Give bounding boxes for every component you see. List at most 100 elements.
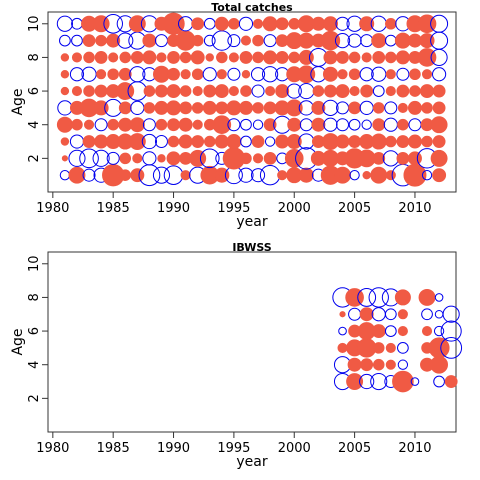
bubble-positive — [349, 86, 360, 97]
bubble-positive — [119, 169, 132, 181]
bubble-positive — [370, 166, 388, 184]
bubble-negative — [262, 66, 279, 83]
bubble-positive — [191, 68, 204, 81]
bubble-negative — [94, 118, 108, 132]
bubble-positive — [96, 69, 107, 80]
bubble-positive — [143, 85, 156, 97]
bubble-negative — [349, 170, 360, 181]
bubble-positive — [167, 67, 180, 81]
bubble-positive — [421, 102, 433, 114]
y-axis: 2 4 6 8 10 — [27, 256, 48, 402]
bubble-negative — [384, 325, 397, 337]
bubble-positive — [190, 50, 205, 65]
x-tick-label: 2005 — [338, 201, 371, 216]
bubble-negative — [103, 13, 123, 34]
bubble-positive — [205, 53, 214, 62]
bubble-negative — [384, 34, 397, 47]
bubble-positive — [359, 16, 375, 32]
bubble-negative — [396, 67, 410, 81]
bubble-positive — [239, 51, 253, 64]
bubble-positive — [92, 15, 110, 33]
bubble-negative — [440, 336, 463, 359]
bubble-positive — [118, 101, 132, 115]
bubble-positive — [241, 70, 251, 79]
bubble-positive — [191, 102, 204, 114]
bubble-negative — [92, 149, 110, 167]
bubble-negative — [203, 17, 216, 30]
bubble-positive — [142, 33, 157, 48]
bubble-negative — [263, 34, 277, 48]
bubble-negative — [238, 16, 254, 31]
bubble-positive — [130, 168, 145, 183]
bubble-negative — [79, 148, 99, 169]
bubble-negative — [68, 149, 86, 167]
bubble-positive — [339, 311, 346, 318]
bubble-positive — [312, 85, 325, 97]
bubble-positive — [407, 134, 422, 149]
bubble-positive — [322, 16, 338, 32]
x-tick-label: 2000 — [278, 441, 311, 456]
bubble-positive — [409, 68, 421, 81]
bubble-positive — [346, 373, 364, 390]
bubble-positive — [167, 51, 180, 64]
x-axis-label: year — [236, 454, 267, 470]
y-tick-label: 8 — [27, 53, 42, 61]
bubble-positive — [323, 50, 338, 65]
bubble-negative — [434, 309, 444, 319]
bubble-positive — [275, 51, 289, 64]
bubble-negative — [264, 136, 276, 147]
bubble-positive — [348, 101, 362, 115]
bubble-positive — [60, 86, 70, 96]
y-axis-label: Age — [10, 88, 26, 115]
bubble-positive — [348, 51, 361, 64]
bubble-positive — [397, 309, 408, 320]
bubble-positive — [214, 167, 230, 183]
bubble-positive — [394, 289, 411, 306]
bubble-negative — [360, 34, 374, 48]
bubble-positive — [297, 65, 316, 84]
bubble-positive — [396, 135, 410, 148]
bubble-positive — [83, 119, 95, 130]
bubble-positive — [108, 52, 119, 63]
bubble-negative — [442, 305, 460, 323]
bubble-positive — [334, 166, 351, 184]
bubble-positive — [202, 100, 217, 115]
bubble-positive — [418, 288, 436, 306]
bubble-negative — [421, 308, 433, 321]
x-tick-label: 2005 — [338, 441, 371, 456]
bubble-negative — [154, 34, 168, 48]
bubble-positive — [155, 118, 168, 131]
bubble-positive — [179, 51, 192, 64]
x-tick-label: 1980 — [36, 201, 69, 216]
bubble-positive — [360, 358, 374, 372]
bubble-positive — [167, 135, 180, 148]
bubble-positive — [192, 119, 203, 130]
bubble-negative — [433, 375, 445, 388]
bubble-negative — [286, 83, 302, 99]
bubble-positive — [385, 51, 397, 64]
bubble-positive — [189, 149, 207, 167]
bubble-positive — [360, 84, 374, 98]
bubble-negative — [106, 151, 120, 165]
bubble-positive — [371, 324, 386, 339]
bubble-positive — [311, 117, 326, 132]
bubble-positive — [336, 51, 349, 64]
chart-title: IBWSS — [232, 241, 271, 254]
bubble-positive — [420, 84, 435, 99]
bubble-positive — [286, 134, 302, 150]
bubble-positive — [252, 51, 264, 64]
bubble-positive — [212, 115, 232, 135]
bubble-negative — [338, 326, 347, 336]
bubble-negative — [142, 118, 156, 132]
bubble-positive — [370, 133, 387, 150]
bubble-negative — [81, 66, 97, 82]
bubble-positive — [71, 118, 83, 131]
bubble-positive — [432, 135, 446, 148]
panel-ibwss: IBWSS 1980 1985 1990 1995 2000 2005 2010 2 4 6 8 1… — [10, 241, 463, 470]
bubble-negative — [251, 84, 265, 98]
bubble-negative — [434, 293, 444, 302]
bubble-positive — [385, 342, 396, 353]
bubble-negative — [347, 33, 362, 48]
bubble-positive — [240, 35, 252, 46]
bubble-positive — [397, 118, 409, 131]
